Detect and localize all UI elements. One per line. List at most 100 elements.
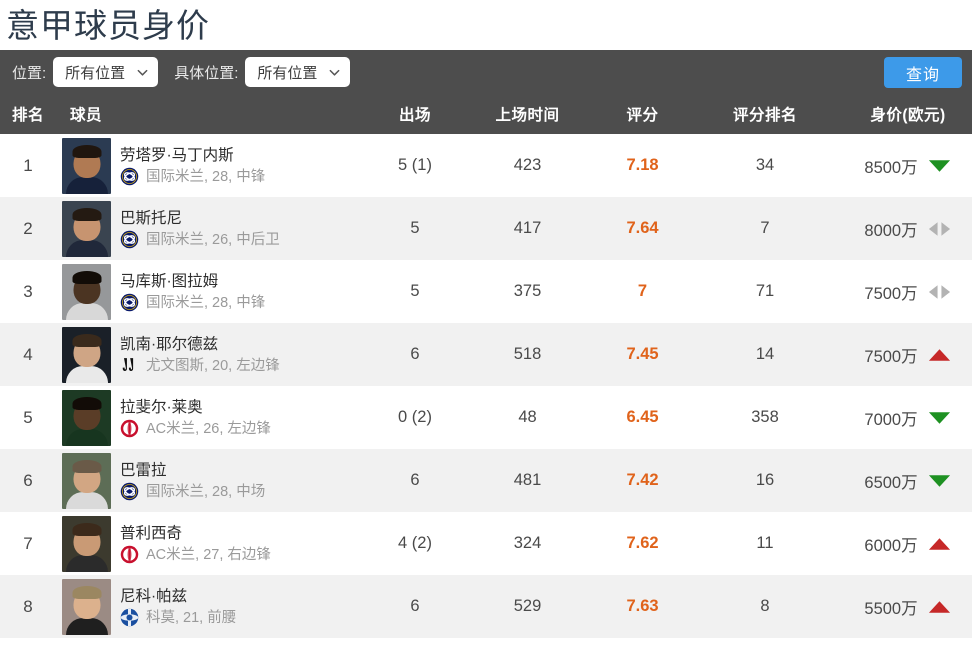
cell-value: 8000万 bbox=[830, 197, 972, 260]
column-header-rating-rank[interactable]: 评分排名 bbox=[732, 107, 797, 124]
player-name: 巴雷拉 bbox=[120, 461, 167, 479]
column-header-rating[interactable]: 评分 bbox=[626, 107, 659, 124]
club-badge-icon bbox=[120, 230, 139, 249]
cell-rating-rank: 8 bbox=[760, 597, 770, 615]
column-header-minutes[interactable]: 上场时间 bbox=[495, 107, 560, 124]
player-meta-text: 国际米兰, 28, 中场 bbox=[146, 483, 266, 500]
cell-rank: 6 bbox=[23, 470, 33, 490]
player-meta: AC米兰, 26, 左边锋 bbox=[120, 419, 271, 439]
table-row[interactable]: 2 巴斯托尼 国际米兰, 26, 中后卫 5 417 7.64 7 8000万 bbox=[0, 197, 972, 260]
player-name: 普利西奇 bbox=[120, 524, 183, 542]
player-name: 拉斐尔·莱奥 bbox=[120, 398, 203, 416]
column-header-rank[interactable]: 排名 bbox=[11, 107, 44, 124]
cell-rank: 7 bbox=[23, 533, 33, 553]
player-meta: 科莫, 21, 前腰 bbox=[120, 608, 236, 628]
column-header-apps[interactable]: 出场 bbox=[398, 107, 431, 124]
market-value-text: 7500万 bbox=[864, 284, 918, 303]
cell-apps: 5 bbox=[410, 219, 420, 237]
club-badge-icon bbox=[120, 545, 139, 564]
player-meta: 国际米兰, 28, 中锋 bbox=[120, 293, 265, 313]
club-badge-icon bbox=[120, 293, 139, 312]
player-meta-text: AC米兰, 27, 右边锋 bbox=[146, 546, 271, 563]
player-name: 马库斯·图拉姆 bbox=[120, 272, 219, 290]
avatar bbox=[62, 578, 111, 635]
table-body: 1 劳塔罗·马丁内斯 国际米兰, 28, 中锋 5 (1) 423 7.18 34 8500万… bbox=[0, 134, 972, 638]
query-button[interactable]: 查询 bbox=[884, 57, 962, 88]
table-row[interactable]: 7 普利西奇 AC米兰, 27, 右边锋 4 (2) 324 7.62 11 6000万 bbox=[0, 512, 972, 575]
avatar bbox=[62, 137, 111, 194]
cell-value: 7000万 bbox=[830, 386, 972, 449]
cell-rank: 1 bbox=[23, 155, 33, 175]
cell-minutes: 518 bbox=[513, 345, 542, 363]
cell-value: 6000万 bbox=[830, 512, 972, 575]
market-value-text: 5500万 bbox=[864, 599, 918, 618]
avatar bbox=[62, 263, 111, 320]
trend-down-icon bbox=[927, 157, 952, 175]
detail-position-filter-label: 具体位置: bbox=[174, 64, 239, 82]
player-name: 凯南·耶尔德兹 bbox=[120, 335, 219, 353]
cell-rank: 2 bbox=[23, 218, 33, 238]
chevron-down-icon bbox=[328, 66, 341, 79]
cell-rating: 7 bbox=[637, 282, 648, 300]
filter-bar: 位置: 所有位置 具体位置: 所有位置 查询 bbox=[0, 50, 972, 94]
cell-value: 7500万 bbox=[830, 323, 972, 386]
cell-apps: 5 (1) bbox=[398, 156, 432, 174]
club-badge-icon bbox=[120, 356, 139, 375]
cell-player[interactable]: 凯南·耶尔德兹尤文图斯, 20, 左边锋 bbox=[56, 323, 360, 386]
cell-rank: 8 bbox=[23, 596, 33, 616]
market-value-text: 8500万 bbox=[864, 158, 918, 177]
table-row[interactable]: 1 劳塔罗·马丁内斯 国际米兰, 28, 中锋 5 (1) 423 7.18 34 8500万 bbox=[0, 134, 972, 197]
player-meta: AC米兰, 27, 右边锋 bbox=[120, 545, 271, 565]
trend-up-icon bbox=[927, 535, 952, 553]
market-value-text: 6000万 bbox=[864, 536, 918, 555]
cell-minutes: 417 bbox=[513, 219, 542, 237]
cell-rating: 7.18 bbox=[626, 156, 659, 174]
column-header-player[interactable]: 球员 bbox=[70, 107, 103, 124]
market-value-text: 8000万 bbox=[864, 221, 918, 240]
position-select[interactable]: 所有位置 bbox=[53, 57, 159, 87]
cell-minutes: 481 bbox=[513, 471, 542, 489]
table-row[interactable]: 3 马库斯·图拉姆 国际米兰, 28, 中锋 5 375 7 71 7500万 bbox=[0, 260, 972, 323]
player-meta-text: 尤文图斯, 20, 左边锋 bbox=[146, 357, 280, 374]
player-meta: 国际米兰, 26, 中后卫 bbox=[120, 230, 280, 250]
avatar bbox=[62, 515, 111, 572]
cell-player[interactable]: 马库斯·图拉姆国际米兰, 28, 中锋 bbox=[56, 260, 360, 323]
trend-flat-icon bbox=[927, 283, 952, 301]
cell-value: 8500万 bbox=[830, 134, 972, 197]
cell-rating-rank: 16 bbox=[755, 471, 775, 489]
table-row[interactable]: 6 巴雷拉 国际米兰, 28, 中场 6 481 7.42 16 6500万 bbox=[0, 449, 972, 512]
player-meta-text: 国际米兰, 28, 中锋 bbox=[146, 168, 266, 185]
avatar bbox=[62, 326, 111, 383]
chevron-down-icon bbox=[136, 66, 149, 79]
cell-apps: 6 bbox=[410, 597, 420, 615]
table-header-row: 排名 球员 出场 上场时间 评分 评分排名 身价(欧元) bbox=[0, 94, 972, 134]
player-meta-text: AC米兰, 26, 左边锋 bbox=[146, 420, 271, 437]
cell-player[interactable]: 尼科·帕兹科莫, 21, 前腰 bbox=[56, 575, 360, 638]
player-name: 巴斯托尼 bbox=[120, 209, 183, 227]
cell-rating-rank: 14 bbox=[755, 345, 775, 363]
cell-player[interactable]: 拉斐尔·莱奥 AC米兰, 26, 左边锋 bbox=[56, 386, 360, 449]
table-row[interactable]: 4 凯南·耶尔德兹 尤文图斯, 20, 左边锋 6 518 7.45 14 7500万 bbox=[0, 323, 972, 386]
column-header-value[interactable]: 身价(欧元) bbox=[870, 107, 946, 124]
table-row[interactable]: 8 尼科·帕兹 科莫, 21, 前腰 6 529 7.63 8 5500万 bbox=[0, 575, 972, 638]
cell-player[interactable]: 巴斯托尼国际米兰, 26, 中后卫 bbox=[56, 197, 360, 260]
player-meta: 尤文图斯, 20, 左边锋 bbox=[120, 356, 280, 376]
table-row[interactable]: 5 拉斐尔·莱奥 AC米兰, 26, 左边锋 0 (2) 48 6.45 358 7000万 bbox=[0, 386, 972, 449]
cell-value: 7500万 bbox=[830, 260, 972, 323]
player-name: 尼科·帕兹 bbox=[120, 587, 188, 605]
cell-minutes: 375 bbox=[513, 282, 542, 300]
trend-down-icon bbox=[927, 409, 952, 427]
cell-player[interactable]: 巴雷拉国际米兰, 28, 中场 bbox=[56, 449, 360, 512]
cell-player[interactable]: 普利西奇 AC米兰, 27, 右边锋 bbox=[56, 512, 360, 575]
cell-player[interactable]: 劳塔罗·马丁内斯 国际米兰, 28, 中锋 bbox=[56, 134, 360, 197]
cell-apps: 6 bbox=[410, 345, 420, 363]
detail-position-select[interactable]: 所有位置 bbox=[245, 57, 351, 87]
position-select-value: 所有位置 bbox=[65, 64, 126, 82]
player-value-table: 排名 球员 出场 上场时间 评分 评分排名 身价(欧元) 1 劳塔罗·马丁内斯 国际… bbox=[0, 94, 972, 638]
cell-rating-rank: 71 bbox=[755, 282, 775, 300]
club-badge-icon bbox=[120, 419, 139, 438]
market-value-text: 6500万 bbox=[864, 473, 918, 492]
player-meta: 国际米兰, 28, 中锋 bbox=[120, 167, 265, 187]
cell-rank: 4 bbox=[23, 344, 33, 364]
